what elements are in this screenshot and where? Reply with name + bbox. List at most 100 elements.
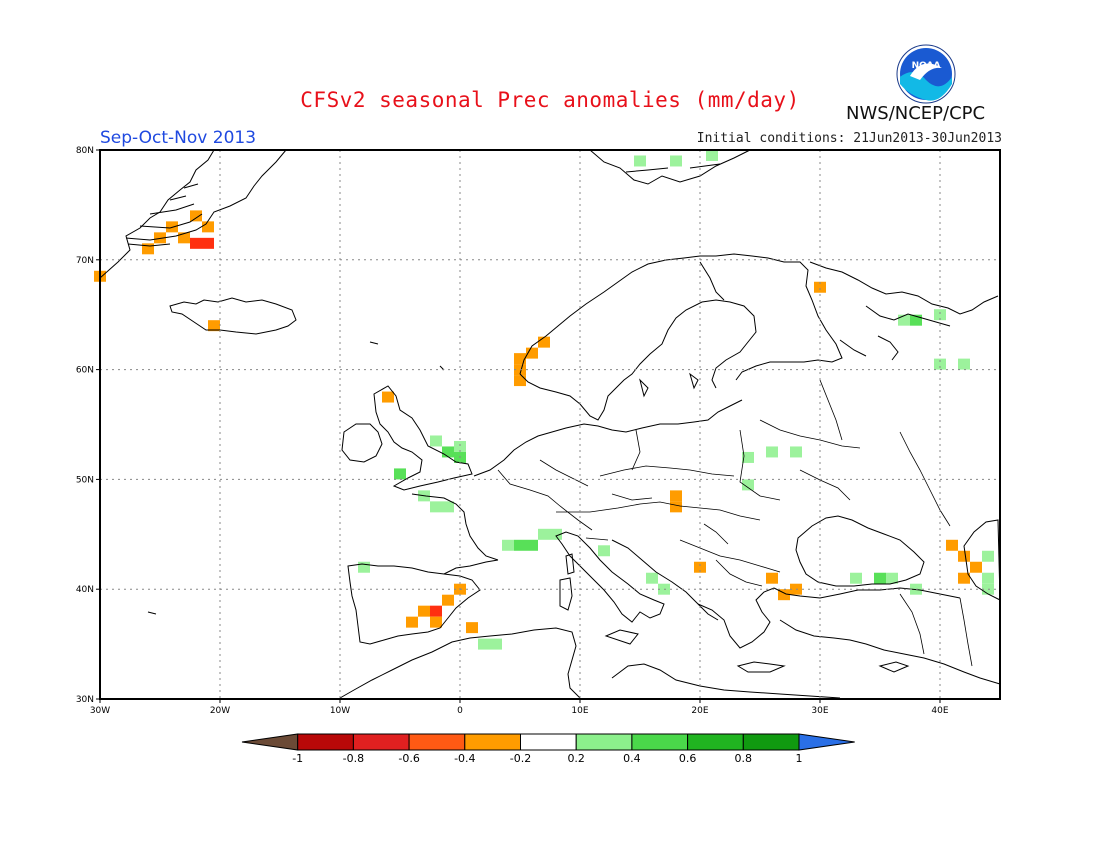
anomaly-cell bbox=[430, 605, 442, 617]
anomaly-cell bbox=[550, 528, 562, 540]
sicily bbox=[604, 629, 639, 645]
italy-coast bbox=[555, 531, 665, 623]
legend-swatch bbox=[241, 733, 299, 751]
france-coast bbox=[411, 493, 499, 561]
lon-tick-label: 10E bbox=[571, 706, 588, 716]
legend-tick-label: -0.2 bbox=[510, 752, 531, 765]
anomaly-cell bbox=[358, 561, 370, 573]
lon-tick-label: 20E bbox=[691, 706, 708, 716]
noaa-logo-icon: NOAA bbox=[896, 44, 956, 104]
legend-tick-label: -0.4 bbox=[454, 752, 475, 765]
anomaly-cell bbox=[934, 358, 946, 370]
anomaly-cell bbox=[814, 281, 826, 293]
anomaly-cell bbox=[526, 347, 538, 359]
lat-tick-label: 80N bbox=[76, 146, 94, 156]
anomaly-cell bbox=[982, 572, 994, 584]
legend-swatch bbox=[520, 733, 577, 751]
corsica bbox=[565, 553, 575, 575]
lat-tick-label: 40N bbox=[76, 585, 94, 595]
anomaly-cell bbox=[790, 446, 802, 458]
anomaly-cell bbox=[958, 358, 970, 370]
legend-tick-label: -1 bbox=[292, 752, 303, 765]
legend-tick-label: -0.8 bbox=[343, 752, 364, 765]
anomaly-cell bbox=[502, 539, 514, 551]
lon-tick-label: 0 bbox=[457, 706, 463, 716]
anomaly-cell bbox=[466, 622, 478, 634]
legend-tick-label: 0.8 bbox=[735, 752, 753, 765]
greenland-east-coast bbox=[125, 149, 287, 241]
anomaly-cell bbox=[742, 479, 754, 491]
anomaly-cell bbox=[598, 545, 610, 557]
legend-swatch bbox=[464, 733, 521, 751]
country-borders bbox=[497, 379, 973, 667]
legend-tick-label: 0.6 bbox=[679, 752, 697, 765]
legend-swatch bbox=[575, 733, 633, 751]
anomaly-cell bbox=[646, 572, 658, 584]
iberia-coast bbox=[347, 563, 481, 645]
anomaly-cell bbox=[970, 561, 982, 573]
anomaly-cell bbox=[406, 616, 418, 628]
lon-tick-label: 40E bbox=[931, 706, 948, 716]
anomaly-cell bbox=[490, 638, 502, 650]
anomaly-cell bbox=[898, 314, 910, 326]
anomaly-cell bbox=[154, 232, 166, 244]
sardinia bbox=[559, 577, 573, 611]
anomaly-cell bbox=[670, 490, 682, 502]
anomaly-cell bbox=[694, 561, 706, 573]
season-label: Sep-Oct-Nov 2013 bbox=[100, 128, 257, 148]
lat-tick-label: 70N bbox=[76, 256, 94, 266]
anomaly-cell bbox=[946, 539, 958, 551]
legend-tick-label: 1 bbox=[796, 752, 803, 765]
chart-title: CFSv2 seasonal Prec anomalies (mm/day) bbox=[300, 88, 800, 112]
anomaly-cell bbox=[442, 446, 454, 458]
anomaly-cell bbox=[430, 435, 442, 447]
anomaly-cell bbox=[874, 572, 886, 584]
legend-swatch bbox=[297, 733, 354, 751]
anomaly-cell bbox=[430, 616, 442, 628]
black-sea-coast bbox=[795, 515, 925, 587]
anomaly-cell bbox=[382, 391, 394, 403]
anomaly-cell bbox=[202, 237, 214, 249]
map-frame bbox=[99, 149, 1001, 700]
lon-tick-label: 30W bbox=[90, 706, 110, 716]
anomaly-cell bbox=[442, 501, 454, 513]
anomaly-cell bbox=[442, 594, 454, 606]
anomaly-cell bbox=[742, 451, 754, 463]
anomaly-cell bbox=[514, 375, 526, 387]
ireland-coast bbox=[341, 423, 383, 463]
anomaly-cell bbox=[190, 237, 202, 249]
lat-tick-label: 60N bbox=[76, 366, 94, 376]
anomaly-cell bbox=[766, 446, 778, 458]
lon-tick-label: 30E bbox=[811, 706, 828, 716]
legend-colorbar: -1 -0.8 -0.6 -0.4 -0.2 0.2 0.4 0.6 0.8 1 bbox=[241, 733, 855, 765]
sweden-finland-border bbox=[699, 261, 725, 301]
anomaly-cell bbox=[514, 539, 526, 551]
lat-tick-label: 50N bbox=[76, 475, 94, 485]
kola-coast bbox=[809, 261, 999, 315]
anomaly-cell bbox=[670, 501, 682, 513]
anomaly-cell bbox=[478, 638, 490, 650]
anomaly-cell bbox=[958, 550, 970, 562]
legend-tick-label: 0.4 bbox=[623, 752, 641, 765]
legend-swatch bbox=[687, 733, 744, 751]
legend-swatch bbox=[742, 733, 800, 751]
anomaly-cell bbox=[514, 353, 526, 365]
anomaly-cell bbox=[178, 232, 190, 244]
anomaly-cell bbox=[526, 539, 538, 551]
coastline-layer bbox=[99, 149, 1001, 699]
anomaly-cell bbox=[202, 221, 214, 233]
svalbard-coast bbox=[589, 149, 751, 185]
anomaly-cell bbox=[850, 572, 862, 584]
grid-layer bbox=[100, 150, 1000, 699]
anomaly-cell bbox=[982, 550, 994, 562]
anomaly-cell bbox=[778, 589, 790, 601]
anomaly-cell bbox=[166, 221, 178, 233]
africa-coast bbox=[339, 627, 581, 699]
iceland-coast bbox=[169, 297, 297, 335]
crete bbox=[736, 661, 786, 673]
logo-text: NOAA bbox=[912, 61, 941, 71]
white-sea bbox=[877, 335, 899, 361]
caspian-coast bbox=[963, 519, 1001, 601]
